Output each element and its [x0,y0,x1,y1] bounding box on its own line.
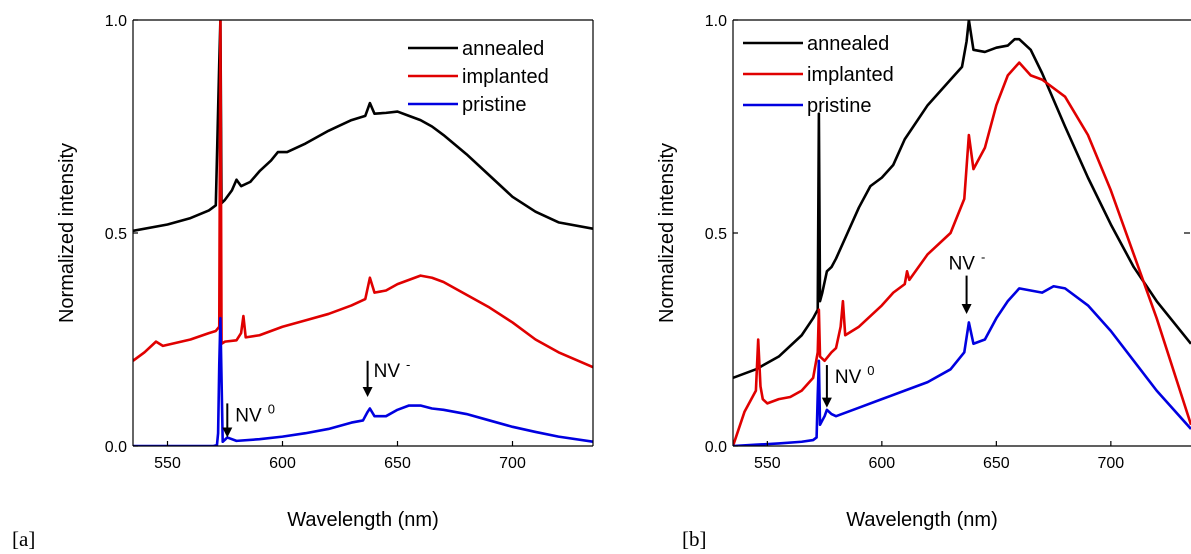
annotation-arrowhead [821,397,832,408]
annotation-nv-zero: NV 0 [821,363,875,408]
annotation-label-main: NV [374,361,401,382]
annotation-label-main: NV [949,254,976,275]
x-axis-label: Wavelength (nm) [287,509,439,531]
x-tick-label: 700 [1097,455,1124,472]
legend-label-pristine: pristine [807,95,871,117]
legend: annealed implanted pristine [408,38,549,116]
annotation-nv-zero: NV 0 [222,401,275,438]
chart-panel-b: 550 600 650 700 0.0 0.5 1.0 Wavelength (nm) Norm… [656,13,1191,551]
annotation-label-superscript: 0 [268,401,275,416]
series-line-pristine [133,316,593,446]
x-tick-label: 550 [754,455,781,472]
y-axis-label: Normalized intensity [656,143,678,323]
y-tick-label: 0.5 [705,226,727,243]
legend: annealed implanted pristine [743,33,894,117]
legend-label-annealed: annealed [807,33,889,55]
annotation-arrowhead [222,427,233,438]
annotation-label: NV - [949,250,986,275]
x-axis-label: Wavelength (nm) [846,509,998,531]
annotation-label-main: NV [235,405,262,426]
legend-label-implanted: implanted [462,66,549,88]
annotation-label-main: NV [835,367,862,388]
y-tick-label: 1.0 [105,13,127,30]
x-tick-label: 650 [384,455,411,472]
annotation-arrowhead [961,303,972,314]
x-tick-label: 550 [154,455,181,472]
chart-panel-a: 550 600 650 700 0.0 0.5 1.0 Wavelength (nm) Norm… [12,13,594,551]
series-line-pristine [733,284,1191,446]
annotation-label-superscript: - [406,357,410,372]
annotation-label: NV 0 [235,401,275,426]
y-tick-label: 1.0 [705,13,727,30]
annotation-label-superscript: 0 [867,363,874,378]
x-tick-label: 600 [269,455,296,472]
y-tick-label: 0.0 [705,439,727,456]
annotation-nv-minus: NV - [362,357,411,398]
panel-label: [a] [12,527,35,551]
legend-label-pristine: pristine [462,94,526,116]
y-tick-label: 0.0 [105,439,127,456]
annotation-label-superscript: - [981,250,985,265]
annotation-nv-minus: NV - [949,250,986,314]
panel-label: [b] [682,527,707,551]
series-line-annealed [733,20,1191,380]
annotation-label: NV 0 [835,363,875,388]
y-axis-label: Normalized intensity [56,143,78,323]
legend-label-implanted: implanted [807,64,894,86]
x-tick-label: 650 [983,455,1010,472]
series-line-implanted [733,61,1191,446]
series-group [133,20,593,446]
y-tick-label: 0.5 [105,226,127,243]
x-tick-label: 600 [868,455,895,472]
series-group [733,20,1191,446]
x-tick-label: 700 [499,455,526,472]
annotation-label: NV - [374,357,411,382]
series-line-implanted [133,20,593,369]
legend-label-annealed: annealed [462,38,544,60]
annotation-arrowhead [362,387,373,398]
